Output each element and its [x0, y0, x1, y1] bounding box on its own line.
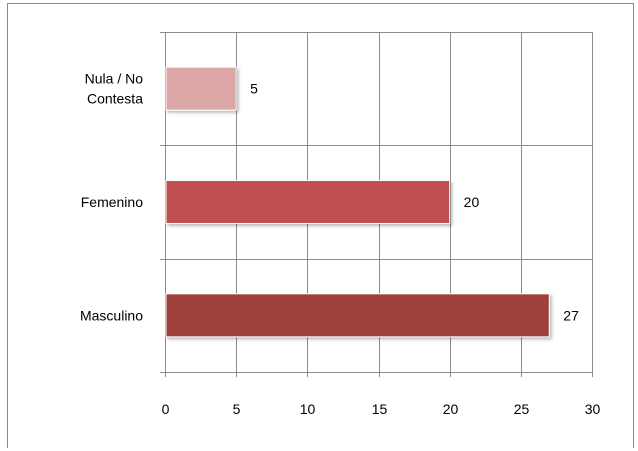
data-label: 27	[563, 307, 579, 323]
x-tick-label: 0	[162, 401, 170, 417]
data-label: 5	[250, 81, 258, 97]
bars	[165, 66, 550, 338]
x-tick-label: 25	[514, 401, 530, 417]
x-tick-label: 20	[443, 401, 459, 417]
data-label: 20	[464, 194, 480, 210]
x-tick-label: 15	[372, 401, 388, 417]
bar-masculino	[165, 293, 550, 338]
category-label: Masculino	[80, 307, 143, 323]
category-label: Femenino	[81, 194, 143, 210]
bar-femenino	[165, 180, 451, 224]
x-tick-label: 5	[233, 401, 241, 417]
labels: 0 5 10 15 20 25 30 5 Nula / No Contesta 20 Femenino…	[80, 71, 601, 417]
chart-frame	[7, 3, 634, 448]
bar-nula-no-contesta	[165, 66, 237, 111]
x-tick-label: 10	[300, 401, 316, 417]
category-label: Nula / No Contesta	[85, 71, 144, 107]
x-tick-label: 30	[585, 401, 601, 417]
